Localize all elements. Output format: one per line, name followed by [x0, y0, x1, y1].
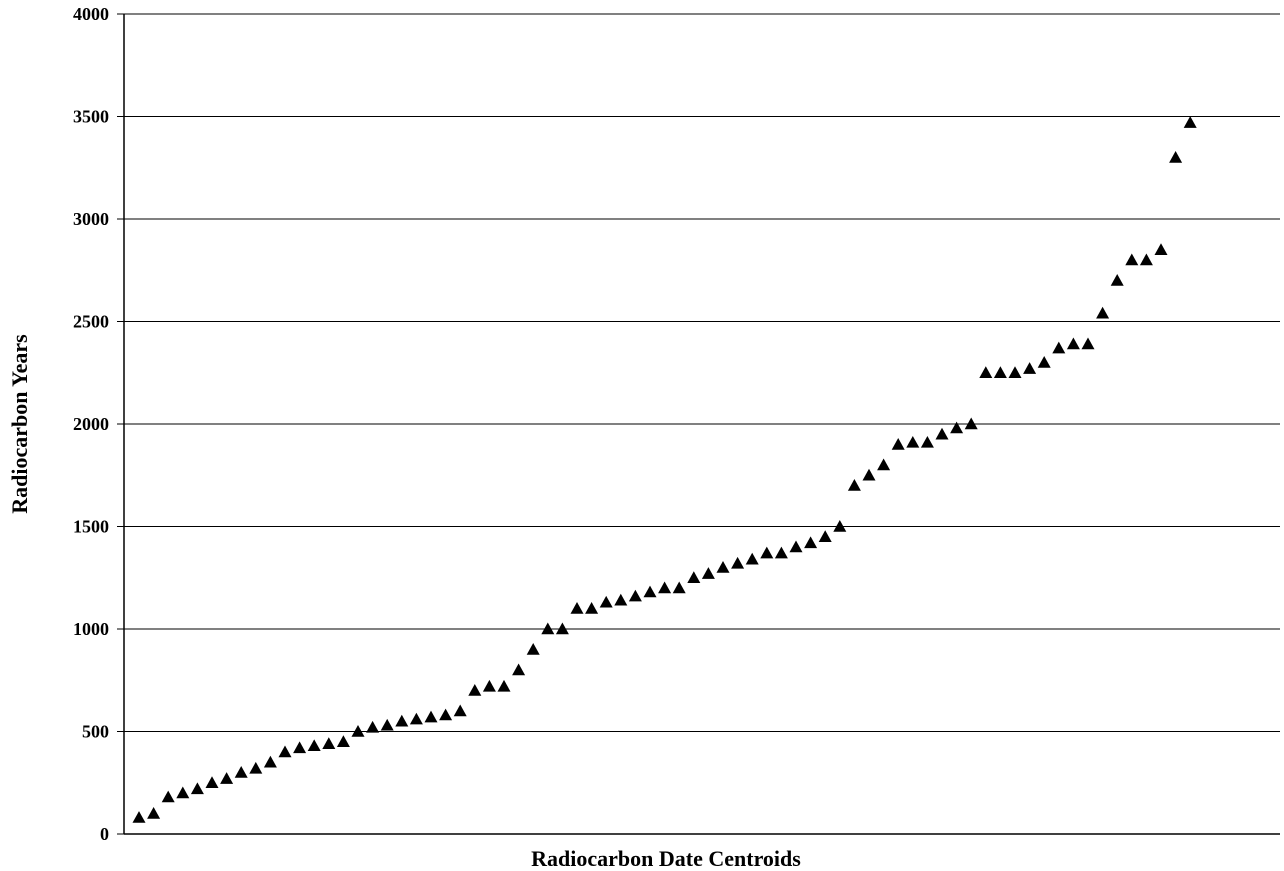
- data-point-triangle: [745, 552, 759, 565]
- data-point-triangle: [1096, 306, 1110, 319]
- data-point-triangle: [1081, 337, 1095, 350]
- data-point-triangle: [672, 581, 686, 594]
- data-point-triangle: [935, 427, 949, 440]
- data-point-triangle: [570, 602, 584, 614]
- data-point-triangle: [628, 589, 642, 602]
- data-point-triangle: [424, 710, 438, 723]
- y-tick-label: 3000: [73, 209, 109, 229]
- data-point-triangle: [220, 772, 234, 784]
- data-point-triangle: [336, 735, 350, 747]
- y-tick-label: 1000: [73, 619, 109, 639]
- data-point-triangle: [643, 585, 657, 598]
- data-point-triangle: [278, 745, 292, 758]
- data-point-triangle: [439, 708, 453, 721]
- data-point-triangle: [1139, 253, 1153, 266]
- data-point-triangle: [205, 776, 219, 788]
- y-tick-label: 1500: [73, 517, 109, 537]
- data-point-triangle: [862, 468, 876, 481]
- data-point-triangle: [1023, 362, 1037, 374]
- data-point-triangle: [731, 556, 745, 569]
- data-point-triangle: [993, 366, 1007, 378]
- data-point-triangle: [468, 684, 482, 696]
- data-point-triangle: [614, 593, 628, 606]
- data-point-triangle: [979, 366, 993, 378]
- data-point-triangle: [585, 602, 599, 614]
- data-point-triangle: [249, 761, 263, 774]
- y-axis-label: Radiocarbon Years: [7, 334, 32, 514]
- data-point-triangle: [161, 790, 175, 803]
- y-axis: 0 500 1000 1500 2000 2500 3000 3500 4000: [73, 4, 125, 844]
- data-point-triangle: [1125, 253, 1139, 266]
- data-point-triangle: [190, 782, 204, 795]
- y-tick-label: 2000: [73, 414, 109, 434]
- data-point-triangle: [1037, 356, 1051, 368]
- data-point-triangle: [453, 704, 467, 717]
- y-tick-label: 4000: [73, 4, 109, 24]
- data-point-triangle: [176, 786, 190, 799]
- data-point-triangle: [599, 595, 613, 608]
- data-point-triangle: [351, 725, 365, 737]
- data-point-triangle: [950, 421, 964, 434]
- data-point-triangle: [1008, 366, 1022, 378]
- data-point-triangle: [512, 663, 526, 676]
- data-point-triangle: [1052, 341, 1066, 354]
- data-point-triangle: [234, 766, 248, 778]
- gridlines: [124, 13, 1280, 732]
- data-point-triangle: [497, 679, 511, 692]
- y-tick-label: 2500: [73, 312, 109, 332]
- data-point-triangle: [877, 458, 891, 471]
- data-point-triangle: [1154, 243, 1168, 255]
- data-point-triangle: [132, 811, 146, 823]
- data-point-triangle: [409, 712, 423, 725]
- data-point-triangle: [541, 622, 555, 635]
- data-point-triangle: [906, 435, 920, 448]
- data-point-triangle: [716, 561, 730, 573]
- data-point-triangle: [789, 540, 803, 553]
- y-tick-label: 0: [100, 824, 109, 844]
- data-point-triangle: [760, 546, 774, 559]
- data-point-triangle: [366, 720, 380, 733]
- data-points: [132, 116, 1197, 823]
- data-point-triangle: [920, 435, 934, 448]
- data-point-triangle: [307, 739, 321, 752]
- data-point-triangle: [395, 714, 409, 727]
- data-point-triangle: [847, 479, 861, 491]
- y-tick-label: 500: [82, 722, 109, 742]
- data-point-triangle: [322, 737, 336, 749]
- data-point-triangle: [380, 718, 394, 731]
- y-tick-label: 3500: [73, 107, 109, 127]
- data-point-triangle: [658, 581, 672, 594]
- data-point-triangle: [774, 546, 788, 559]
- data-point-triangle: [818, 530, 832, 542]
- data-point-triangle: [1183, 116, 1197, 128]
- data-point-triangle: [1169, 151, 1183, 163]
- data-point-triangle: [804, 536, 818, 549]
- data-point-triangle: [687, 571, 701, 583]
- data-point-triangle: [482, 679, 496, 692]
- data-point-triangle: [701, 567, 715, 579]
- data-point-triangle: [964, 417, 978, 430]
- data-point-triangle: [833, 520, 847, 532]
- x-axis-label: Radiocarbon Date Centroids: [531, 846, 801, 871]
- data-point-triangle: [555, 622, 569, 635]
- data-point-triangle: [526, 643, 540, 655]
- data-point-triangle: [891, 438, 905, 450]
- data-point-triangle: [293, 741, 307, 754]
- data-point-triangle: [263, 755, 277, 768]
- data-point-triangle: [1066, 337, 1080, 350]
- data-point-triangle: [1110, 274, 1124, 286]
- data-point-triangle: [147, 807, 161, 819]
